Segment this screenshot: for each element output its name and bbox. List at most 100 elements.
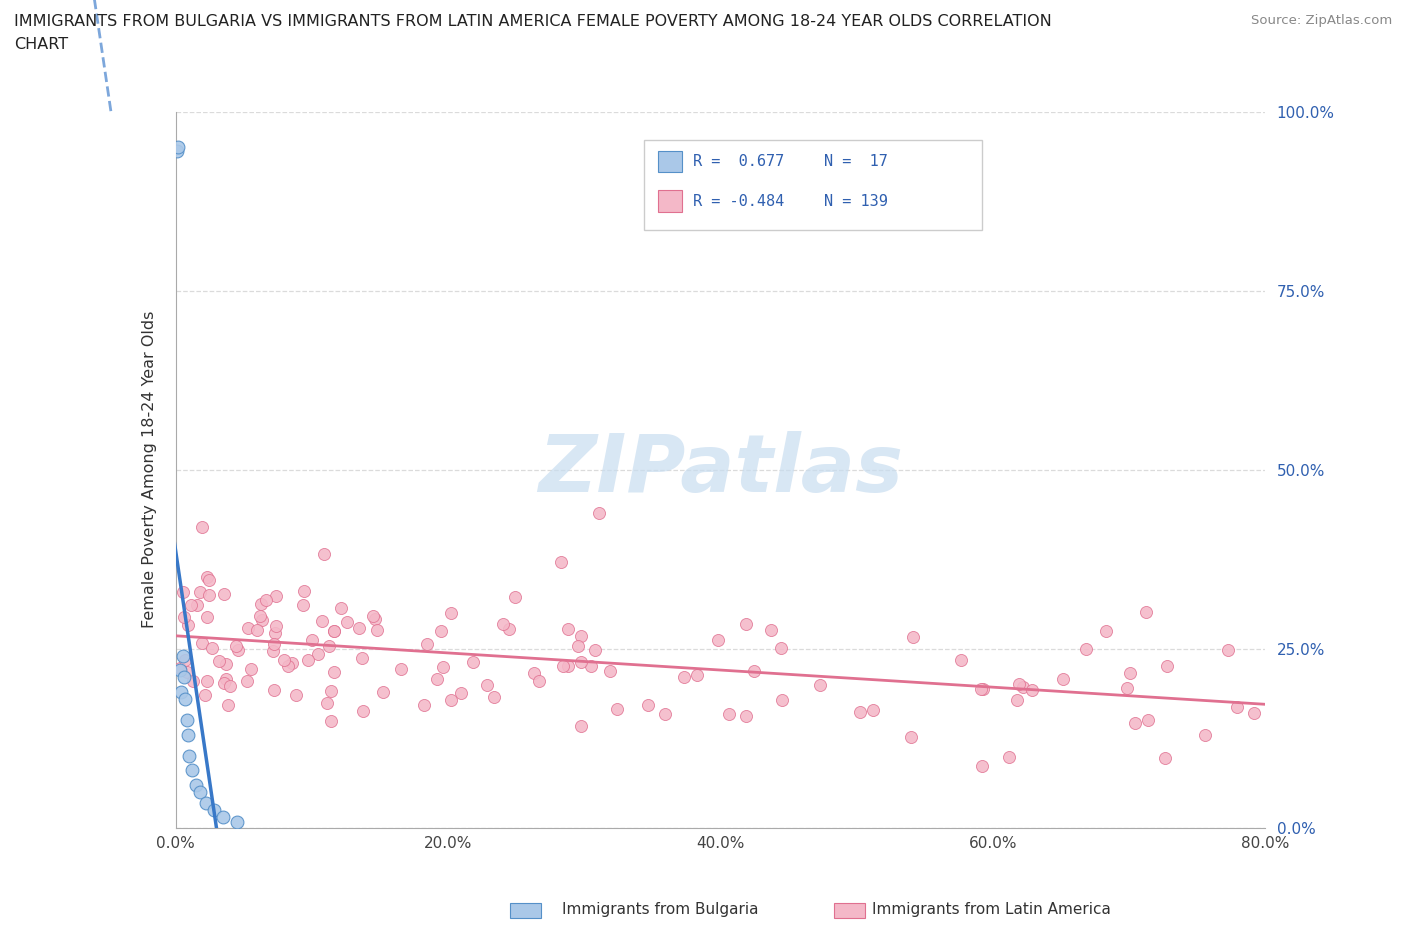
Point — [352, 651, 374, 666]
Point — [862, 703, 884, 718]
Point — [329, 601, 352, 616]
Point — [318, 638, 340, 653]
Point — [550, 554, 572, 569]
Point — [169, 660, 191, 675]
Point — [191, 520, 214, 535]
Point — [323, 623, 346, 638]
Point — [336, 614, 359, 629]
Point — [217, 698, 239, 712]
Point — [1095, 624, 1118, 639]
Point — [416, 637, 439, 652]
Y-axis label: Female Poverty Among 18-24 Year Olds: Female Poverty Among 18-24 Year Olds — [142, 311, 157, 629]
Point — [277, 658, 299, 673]
Point — [181, 763, 204, 777]
Point — [759, 623, 782, 638]
Point — [373, 684, 395, 699]
Point — [432, 659, 454, 674]
Point — [1226, 699, 1249, 714]
Point — [212, 809, 235, 824]
Point — [440, 605, 463, 620]
Point — [263, 683, 285, 698]
Point — [195, 609, 218, 624]
Text: CHART: CHART — [14, 37, 67, 52]
Point — [188, 785, 211, 800]
Point — [347, 620, 370, 635]
Point — [364, 612, 387, 627]
Point — [735, 617, 758, 631]
Point — [173, 609, 195, 624]
Point — [319, 684, 342, 698]
Point — [413, 698, 436, 712]
Point — [972, 682, 994, 697]
Point — [1007, 677, 1029, 692]
Point — [707, 633, 730, 648]
Text: R =  0.677: R = 0.677 — [693, 154, 785, 169]
Point — [551, 658, 574, 673]
Point — [176, 712, 198, 727]
Point — [1119, 665, 1142, 680]
Point — [734, 709, 756, 724]
Bar — [658, 151, 682, 172]
Text: Source: ZipAtlas.com: Source: ZipAtlas.com — [1251, 14, 1392, 27]
Text: R = -0.484: R = -0.484 — [693, 193, 785, 208]
Point — [254, 592, 277, 607]
Point — [173, 670, 195, 684]
Point — [173, 653, 195, 668]
Point — [322, 623, 344, 638]
Text: ZIPatlas: ZIPatlas — [538, 431, 903, 509]
Point — [440, 693, 463, 708]
Point — [654, 706, 676, 721]
Point — [997, 750, 1019, 764]
Point — [315, 695, 337, 710]
Point — [292, 584, 315, 599]
Point — [900, 729, 922, 744]
Point — [970, 682, 993, 697]
Point — [482, 689, 505, 704]
Point — [1243, 705, 1265, 720]
Point — [588, 505, 610, 520]
Point — [262, 644, 284, 658]
Point — [1005, 692, 1028, 707]
Point — [263, 625, 285, 640]
Point — [218, 679, 240, 694]
Point — [238, 620, 260, 635]
Point — [391, 661, 413, 676]
Text: IMMIGRANTS FROM BULGARIA VS IMMIGRANTS FROM LATIN AMERICA FEMALE POVERTY AMONG 1: IMMIGRANTS FROM BULGARIA VS IMMIGRANTS F… — [14, 14, 1052, 29]
Point — [606, 702, 628, 717]
Point — [569, 654, 592, 669]
Point — [226, 643, 249, 658]
Point — [194, 795, 217, 810]
Point — [215, 671, 238, 686]
Point — [1135, 604, 1157, 619]
Point — [208, 653, 231, 668]
Point — [1125, 716, 1147, 731]
Point — [950, 653, 973, 668]
Point — [273, 653, 295, 668]
Text: Immigrants from Latin America: Immigrants from Latin America — [872, 902, 1111, 917]
Point — [717, 706, 740, 721]
Point — [849, 705, 872, 720]
Point — [314, 547, 336, 562]
Point — [366, 622, 388, 637]
Point — [901, 630, 924, 644]
Point — [498, 621, 520, 636]
Point — [1052, 672, 1074, 687]
Point — [284, 687, 307, 702]
Point — [672, 670, 695, 684]
Point — [686, 668, 709, 683]
Point — [240, 662, 263, 677]
Point — [637, 698, 659, 712]
Point — [191, 635, 214, 650]
Point — [770, 692, 793, 707]
Point — [557, 621, 579, 636]
Point — [249, 608, 271, 623]
Point — [291, 598, 314, 613]
Point — [475, 677, 498, 692]
Point — [250, 613, 273, 628]
Point — [246, 622, 269, 637]
Point — [236, 673, 259, 688]
Point — [172, 584, 194, 599]
Point — [1116, 680, 1139, 695]
Point — [169, 663, 191, 678]
Point — [311, 614, 333, 629]
